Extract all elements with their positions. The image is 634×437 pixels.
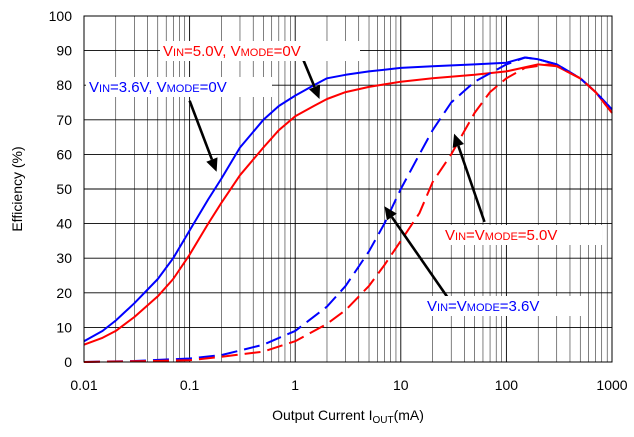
x-tick-label: 0.1	[180, 377, 200, 393]
y-tick-label: 100	[49, 8, 73, 24]
annotation-arrows	[188, 55, 486, 299]
annotation-label-bg	[424, 296, 588, 316]
annotation-arrow-2	[188, 100, 214, 161]
annotation-labels: VIN=5.0V, VMODE=0V VIN=3.6V, VMODE=0V VIN=…	[86, 41, 602, 316]
annotation-arrowhead-2	[206, 157, 218, 172]
annotation-label-bg	[442, 225, 602, 245]
efficiency-curve-3	[83, 56, 613, 363]
annotation-label-bg	[86, 77, 272, 97]
y-tick-label: 30	[56, 250, 72, 266]
x-axis-title-unit: (mA)	[394, 407, 424, 423]
annotation-label-4: VIN=VMODE=3.6V	[427, 298, 539, 315]
tick-labels: 0.01 0.1 1 10 100 1000 0 10 20 30 40 50 60 70 80 90 100	[49, 8, 628, 393]
y-tick-label: 50	[56, 181, 72, 197]
y-tick-label: 10	[56, 319, 72, 335]
annotation-arrowhead-3	[452, 133, 464, 148]
efficiency-curve-2	[83, 63, 613, 346]
series-lines	[83, 56, 613, 363]
x-axis-title: Output Current IOUT(mA)	[272, 407, 424, 426]
y-axis-title: Efficiency (%)	[9, 146, 25, 231]
annotation-arrow-4	[390, 216, 450, 299]
x-tick-label: 0.01	[70, 377, 97, 393]
y-tick-label: 0	[64, 354, 72, 370]
x-tick-label: 100	[495, 377, 519, 393]
annotation-arrowhead-4	[384, 206, 397, 221]
y-tick-label: 20	[56, 285, 72, 301]
x-axis-title-main: Output Current I	[272, 407, 372, 423]
annotation-arrow-3	[457, 145, 486, 223]
y-tick-label: 60	[56, 146, 72, 162]
annotation-arrowhead-1	[309, 84, 321, 99]
x-tick-label: 1	[291, 377, 299, 393]
annotation-label-2: VIN=3.6V, VMODE=0V	[89, 79, 227, 96]
plot-frame	[83, 15, 613, 363]
annotation-label-3: VIN=VMODE=5.0V	[445, 227, 557, 244]
efficiency-curve-4	[83, 63, 613, 363]
x-axis-title-subscript: OUT	[372, 415, 393, 426]
x-tick-label: 1000	[596, 377, 627, 393]
y-tick-label: 70	[56, 112, 72, 128]
x-tick-label: 10	[393, 377, 409, 393]
annotation-label-bg	[160, 41, 360, 61]
y-tick-label: 90	[56, 43, 72, 59]
y-tick-label: 40	[56, 216, 72, 232]
y-tick-label: 80	[56, 77, 72, 93]
annotation-label-1: VIN=5.0V, VMODE=0V	[163, 43, 301, 60]
